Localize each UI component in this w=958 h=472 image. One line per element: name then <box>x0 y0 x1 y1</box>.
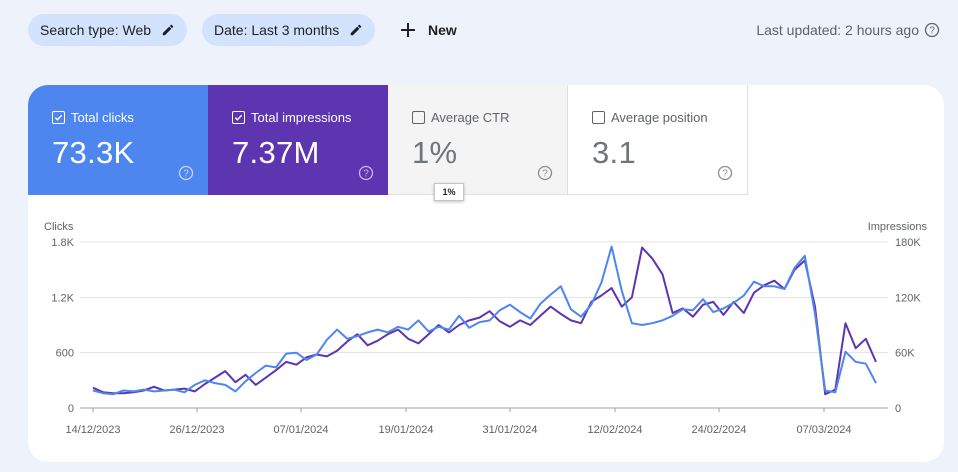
x-tick-label: 19/01/2024 <box>378 424 433 436</box>
svg-text:?: ? <box>183 169 189 180</box>
new-filter-label: New <box>428 22 457 38</box>
svg-text:?: ? <box>929 26 935 37</box>
metric-value: 1% <box>412 135 458 170</box>
x-tick-label: 12/02/2024 <box>587 424 642 436</box>
plus-icon <box>401 23 415 37</box>
search-type-filter-chip[interactable]: Search type: Web <box>28 14 188 46</box>
total-impressions-tile[interactable]: Total impressions 7.37M ? <box>208 85 388 195</box>
svg-text:?: ? <box>363 169 369 180</box>
y-left-tick-label: 0 <box>68 403 74 415</box>
performance-card: Total clicks 73.3K ? Total impressions 7… <box>28 85 944 462</box>
svg-text:?: ? <box>722 169 728 180</box>
help-icon[interactable]: ? <box>717 165 733 181</box>
metric-label: Average position <box>611 110 708 125</box>
metric-value: 7.37M <box>232 135 320 170</box>
checkbox-unchecked-icon[interactable] <box>592 111 605 124</box>
x-tick-label: 07/01/2024 <box>273 424 328 436</box>
edit-pencil-icon <box>351 24 362 36</box>
svg-text:?: ? <box>542 169 548 180</box>
new-filter-button[interactable]: New <box>400 14 457 46</box>
y-left-tick-label: 1.8K <box>51 237 74 249</box>
date-filter-label: Date: Last 3 months <box>214 22 340 38</box>
left-axis-title: Clicks <box>44 221 74 233</box>
right-axis-title: Impressions <box>868 221 928 233</box>
performance-chart[interactable]: Clicks Impressions 0 600 1.2K 1.8K 0 60K 120K… <box>28 205 944 462</box>
y-right-tick-label: 0 <box>895 403 901 415</box>
x-tick-label: 24/02/2024 <box>691 424 746 436</box>
last-updated-status: Last updated: 2 hours ago ? <box>756 22 940 38</box>
x-tick-label: 31/01/2024 <box>482 424 537 436</box>
help-icon[interactable]: ? <box>537 165 553 181</box>
x-tick-label: 07/03/2024 <box>796 424 851 436</box>
metric-value: 73.3K <box>52 135 135 170</box>
edit-pencil-icon <box>162 24 174 36</box>
help-icon[interactable]: ? <box>178 165 194 181</box>
date-filter-chip[interactable]: Date: Last 3 months <box>202 14 376 46</box>
y-left-tick-label: 600 <box>56 348 74 360</box>
y-right-tick-label: 120K <box>895 292 921 304</box>
average-ctr-tile[interactable]: Average CTR 1% ? <box>388 85 568 195</box>
average-position-tile[interactable]: Average position 3.1 ? <box>568 85 748 195</box>
metric-label: Average CTR <box>431 110 510 125</box>
search-type-filter-label: Search type: Web <box>40 22 152 38</box>
help-icon[interactable]: ? <box>924 22 940 38</box>
series-line-impressions <box>92 246 877 396</box>
x-tick-label: 26/12/2023 <box>169 424 224 436</box>
metric-label: Total impressions <box>251 110 352 125</box>
total-clicks-tile[interactable]: Total clicks 73.3K ? <box>28 85 208 195</box>
y-right-tick-label: 180K <box>895 237 921 249</box>
checkbox-checked-icon[interactable] <box>52 111 65 124</box>
x-tick-label: 14/12/2023 <box>65 424 120 436</box>
y-left-tick-label: 1.2K <box>51 292 74 304</box>
checkbox-unchecked-icon[interactable] <box>412 111 425 124</box>
ctr-tooltip: 1% <box>434 183 464 201</box>
checkbox-checked-icon[interactable] <box>232 111 245 124</box>
y-right-tick-label: 60K <box>895 348 915 360</box>
last-updated-text: Last updated: 2 hours ago <box>756 22 919 38</box>
help-icon[interactable]: ? <box>358 165 374 181</box>
metric-label: Total clicks <box>71 110 134 125</box>
series-line-clicks <box>92 245 877 396</box>
metric-value: 3.1 <box>592 135 636 170</box>
